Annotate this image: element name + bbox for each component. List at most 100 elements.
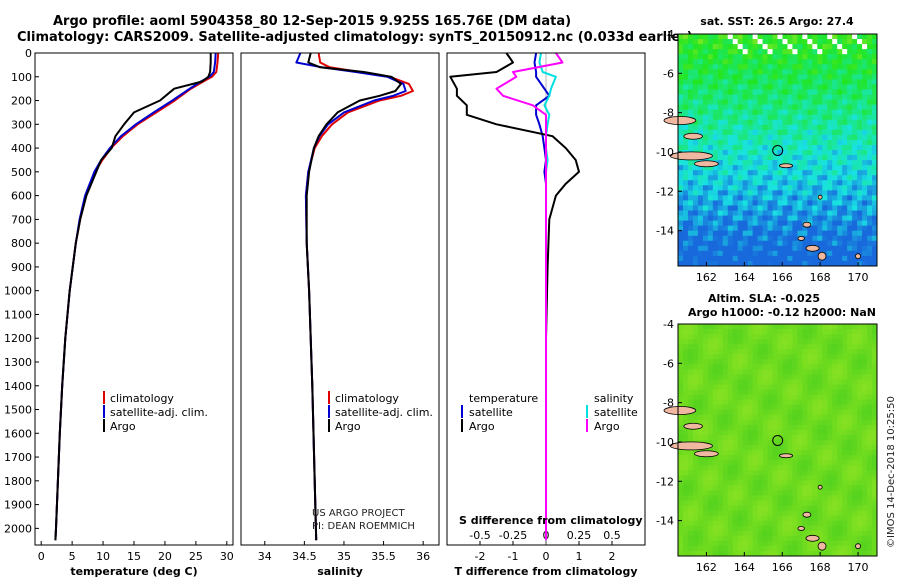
map-cell: [762, 510, 768, 517]
map-cell: [797, 480, 803, 486]
map-cell: [872, 74, 878, 80]
map-cell: [837, 440, 843, 446]
map-cell: [682, 354, 689, 360]
tdiff-label-2: 2: [609, 550, 616, 563]
map-cell: [802, 324, 808, 330]
map-cell: [747, 220, 754, 227]
map-cell: [767, 225, 773, 232]
map-cell: [817, 455, 823, 461]
map-cell: [732, 419, 739, 426]
map-cell: [747, 480, 754, 486]
map-cell: [737, 215, 744, 222]
map-cell: [872, 119, 878, 126]
map-cell: [767, 44, 773, 50]
map-cell: [678, 195, 684, 201]
tdiff-label-1: 1: [576, 550, 583, 563]
map-cell: [837, 485, 843, 491]
map-cell: [762, 245, 768, 252]
map-cell: [707, 354, 714, 360]
map-cell: [717, 545, 724, 552]
map-cell: [827, 89, 833, 95]
difference-plot-frame: [446, 52, 646, 546]
map-cell: [747, 440, 754, 446]
map-cell: [802, 515, 808, 522]
map-cell: [807, 404, 813, 411]
map-cell: [737, 450, 744, 456]
map-cell: [777, 59, 783, 65]
map-cell: [777, 334, 783, 340]
map-cell: [762, 124, 768, 131]
map-cell: [707, 230, 714, 237]
map-cell: [747, 465, 754, 471]
map-cell: [832, 419, 838, 426]
map-cell: [832, 124, 838, 131]
map-cell: [837, 404, 843, 411]
map-cell: [832, 500, 838, 506]
map-cell: [797, 210, 803, 216]
map-cell: [852, 445, 858, 451]
map-cell: [717, 250, 724, 257]
map-cell: [697, 119, 704, 126]
map-cell: [772, 119, 778, 126]
map-cell: [857, 349, 863, 355]
map-cell: [782, 525, 788, 532]
map-cell: [742, 354, 749, 360]
map-cell: [837, 34, 843, 40]
map-cell: [752, 104, 759, 111]
map-cell: [697, 384, 704, 390]
map-cell: [852, 64, 858, 70]
map-cell: [807, 260, 813, 267]
map-cell: [772, 49, 778, 55]
s-difference-label: S difference from climatology: [459, 514, 643, 527]
map-cell: [867, 389, 873, 396]
map-cell: [757, 329, 763, 335]
map-cell: [787, 424, 793, 431]
map-cell: [692, 525, 699, 532]
map-cell: [717, 500, 724, 506]
map-cell: [797, 394, 803, 401]
map-cell: [772, 190, 778, 196]
map-cell: [802, 530, 808, 537]
map-cell: [707, 109, 714, 116]
map-cell: [777, 530, 783, 537]
map-cell: [697, 205, 704, 211]
map-cell: [762, 64, 768, 70]
map-cell: [742, 440, 749, 446]
tdiff-label-0: 0: [543, 550, 550, 563]
map-cell: [837, 500, 843, 506]
map-cell: [712, 49, 719, 55]
map-cell: [722, 109, 729, 116]
map-cell: [857, 54, 863, 60]
map-cell: [757, 134, 763, 141]
map-cell: [867, 129, 873, 136]
map-cell: [812, 334, 818, 340]
map-cell: [678, 495, 684, 501]
map-cell: [777, 225, 783, 232]
map-cell: [757, 455, 763, 461]
map-cell: [717, 129, 724, 136]
map-cell: [757, 545, 763, 552]
map-cell: [707, 215, 714, 222]
map-cell: [747, 165, 754, 171]
map-cell: [792, 185, 798, 191]
map-cell: [757, 210, 763, 216]
depth-label-2000: 2000: [4, 522, 32, 535]
map-cell: [842, 139, 848, 146]
map-cell: [727, 160, 734, 166]
map-cell: [797, 440, 803, 446]
map-cell: [807, 84, 813, 90]
map-cell: [852, 349, 858, 355]
map-cell: [802, 460, 808, 466]
map-cell: [717, 364, 724, 370]
map-cell: [812, 34, 818, 40]
map-cell: [747, 540, 754, 547]
map-cell: [707, 344, 714, 350]
map-cell: [802, 210, 808, 216]
map-cell: [832, 220, 838, 227]
map-cell: [687, 520, 694, 527]
map-cell: [762, 465, 768, 471]
map-cell: [732, 520, 739, 527]
map-cell: [742, 39, 749, 45]
map-cell: [787, 374, 793, 380]
map-cell: [862, 450, 868, 456]
